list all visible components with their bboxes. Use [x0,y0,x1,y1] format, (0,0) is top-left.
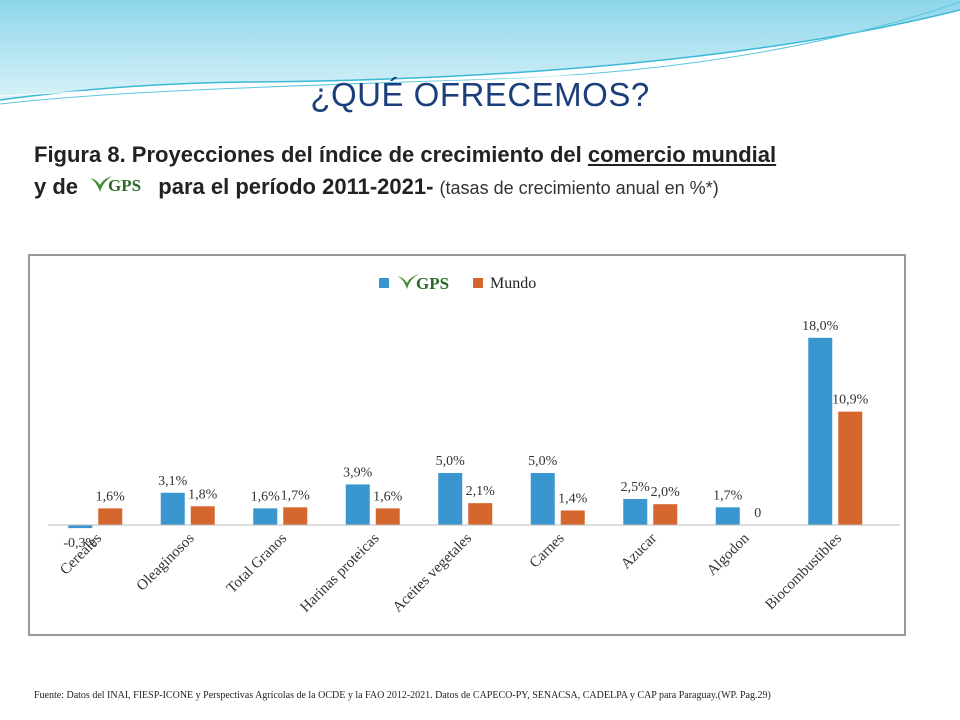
category-label-harinas-proteicas: Harinas proteicas [297,530,382,615]
bar-mundo-oleaginosos [190,506,215,525]
category-labels: Cereales Oleaginosos Total Granos Harinas p… [57,530,845,616]
bar-mundo-harinas-proteicas [375,508,400,525]
data-label-gps-total-granos: 1,6% [251,489,281,504]
figure-caption: Figura 8. Proyecciones del índice de cre… [34,139,944,204]
bar-mundo-biocombustibles [838,411,863,525]
data-label-gps-carnes: 5,0% [528,454,558,469]
caption-text-2: y de [34,174,79,199]
data-label-mundo-carnes: 1,4% [558,491,588,506]
category-label-total-granos: Total Granos [224,530,290,596]
data-label-mundo-aceites-vegetales: 2,1% [466,484,496,499]
bar-gps-cereales [68,525,93,529]
data-label-mundo-harinas-proteicas: 1,6% [373,489,403,504]
data-label-gps-azucar: 2,5% [621,480,651,495]
category-label-carnes: Carnes [527,530,568,571]
bar-gps-biocombustibles [808,337,833,525]
chart-legend: GPS Mundo [379,274,536,293]
bar-mundo-azucar [653,504,678,525]
legend-gps-logo-icon [397,274,419,289]
data-label-mundo-azucar: 2,0% [651,485,681,500]
source-footnote: Fuente: Datos del INAI, FIESP-ICONE y Pe… [34,690,771,701]
category-label-algodon: Algodon [704,530,753,579]
caption-note: (tasas de crecimiento anual en %*) [439,178,719,198]
caption-underlined-text: comercio mundial [587,142,777,167]
category-label-oleaginosos: Oleaginosos [134,530,198,594]
caption-text-1: Figura 8. Proyecciones del índice de cre… [34,142,588,167]
caption-text-3: para el período 2011-2021- [158,174,434,199]
data-label-mundo-cereales: 1,6% [96,489,126,504]
legend-swatch-mundo [473,278,483,288]
data-label-mundo-biocombustibles: 10,9% [832,393,869,408]
bar-mundo-cereales [98,508,123,525]
bar-gps-harinas-proteicas [345,484,370,525]
gps-logo: GPS [90,176,141,195]
category-label-azucar: Azucar [618,531,660,573]
bar-gps-oleaginosos [160,492,185,525]
gps-logo-text: GPS [108,176,141,195]
legend-label-mundo: Mundo [490,275,536,292]
legend-swatch-gps [379,278,389,288]
header-wave-decoration [0,0,960,105]
bar-mundo-total-granos [283,507,308,525]
data-label-gps-aceites-vegetales: 5,0% [436,454,466,469]
data-label-gps-cereales: -0,3% [63,536,97,551]
bar-gps-carnes [530,473,555,525]
bar-gps-aceites-vegetales [438,473,463,525]
chart-frame: GPS Mundo -0,3% 1,6% 3,1% 1,8% 1,6% 1,7% 3,9% 1… [28,254,906,636]
data-label-mundo-total-granos: 1,7% [281,488,311,503]
bar-gps-algodon [715,507,740,525]
category-label-aceites-vegetales: Aceites vegetales [390,530,475,615]
data-label-mundo-algodon: 0 [754,506,761,521]
data-label-gps-algodon: 1,7% [713,488,743,503]
data-label-mundo-oleaginosos: 1,8% [188,487,218,502]
data-label-gps-harinas-proteicas: 3,9% [343,465,373,480]
bar-gps-total-granos [253,508,278,525]
bar-mundo-aceites-vegetales [468,503,493,525]
data-label-gps-oleaginosos: 3,1% [158,474,188,489]
bar-mundo-carnes [560,510,585,525]
data-label-gps-biocombustibles: 18,0% [802,319,839,334]
category-label-biocombustibles: Biocombustibles [762,530,845,613]
slide-title: ¿QUÉ OFRECEMOS? [310,76,650,113]
bar-gps-azucar [623,499,648,525]
bar-chart: GPS Mundo -0,3%1,6%3,1%1,8% 1,6% 1,7%3,9%1… [48,274,900,616]
chart-bars: -0,3%1,6%3,1%1,8% 1,6% 1,7%3,9%1,6%5,0%2,1… [63,319,868,551]
legend-label-gps: GPS [416,274,449,293]
